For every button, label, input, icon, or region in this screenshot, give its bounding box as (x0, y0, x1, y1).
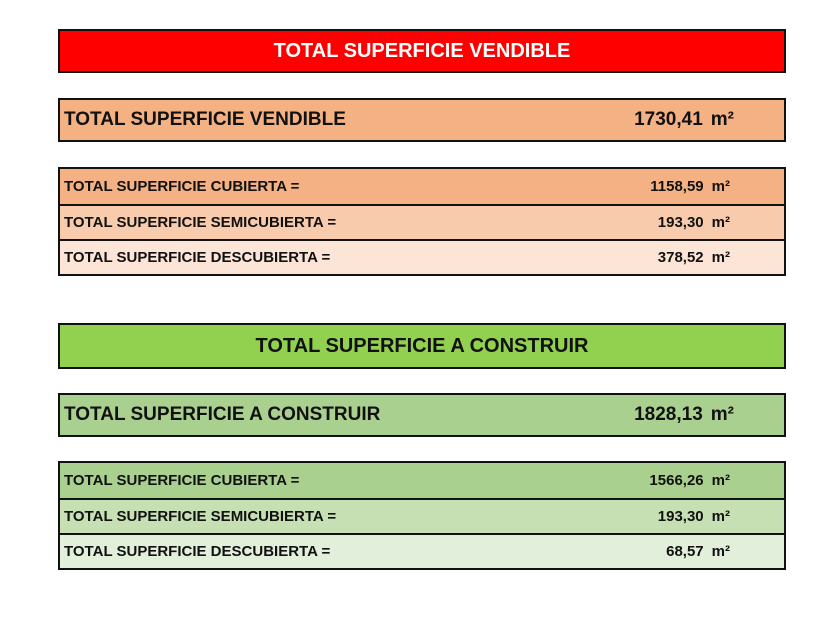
row-value: 1566,26 (649, 472, 704, 489)
unit: m² (710, 109, 734, 130)
construir-total-value: 1828,13 (634, 404, 703, 425)
row-label: TOTAL SUPERFICIE DESCUBIERTA = (64, 249, 331, 266)
table-row: TOTAL SUPERFICIE CUBIERTA = 1566,26 m² (60, 463, 784, 498)
vendible-header: TOTAL SUPERFICIE VENDIBLE (58, 29, 786, 73)
row-label: TOTAL SUPERFICIE SEMICUBIERTA = (64, 508, 337, 525)
vendible-total-label: TOTAL SUPERFICIE VENDIBLE (64, 109, 346, 130)
row-value: 68,57 (666, 543, 704, 560)
unit: m² (711, 214, 730, 231)
row-value: 1158,59 (650, 178, 704, 195)
row-label: TOTAL SUPERFICIE DESCUBIERTA = (64, 543, 331, 560)
unit: m² (711, 178, 730, 195)
construir-total-row: TOTAL SUPERFICIE A CONSTRUIR 1828,13 m² (58, 393, 786, 437)
table-row: TOTAL SUPERFICIE CUBIERTA = 1158,59 m² (60, 169, 784, 204)
vendible-total-row: TOTAL SUPERFICIE VENDIBLE 1730,41 m² (58, 98, 786, 142)
unit: m² (711, 543, 730, 560)
construir-header: TOTAL SUPERFICIE A CONSTRUIR (58, 323, 786, 369)
row-label: TOTAL SUPERFICIE CUBIERTA = (64, 472, 300, 489)
row-value: 193,30 (657, 508, 704, 525)
unit: m² (710, 404, 734, 425)
unit: m² (711, 249, 730, 266)
unit: m² (711, 472, 730, 489)
table-row: TOTAL SUPERFICIE SEMICUBIERTA = 193,30 m² (60, 204, 784, 239)
construir-breakdown-table: TOTAL SUPERFICIE CUBIERTA = 1566,26 m² TOT… (58, 461, 786, 570)
vendible-header-text: TOTAL SUPERFICIE VENDIBLE (273, 39, 571, 62)
construir-header-text: TOTAL SUPERFICIE A CONSTRUIR (255, 334, 589, 357)
vendible-breakdown-table: TOTAL SUPERFICIE CUBIERTA = 1158,59 m² TOT… (58, 167, 786, 276)
table-row: TOTAL SUPERFICIE SEMICUBIERTA = 193,30 m² (60, 498, 784, 533)
row-value: 378,52 (657, 249, 704, 266)
construir-total-label: TOTAL SUPERFICIE A CONSTRUIR (64, 404, 381, 425)
table-row: TOTAL SUPERFICIE DESCUBIERTA = 68,57 m² (60, 533, 784, 568)
vendible-total-value: 1730,41 (634, 109, 703, 130)
row-label: TOTAL SUPERFICIE CUBIERTA = (64, 178, 300, 195)
unit: m² (711, 508, 730, 525)
row-value: 193,30 (657, 214, 704, 231)
table-row: TOTAL SUPERFICIE DESCUBIERTA = 378,52 m² (60, 239, 784, 274)
row-label: TOTAL SUPERFICIE SEMICUBIERTA = (64, 214, 337, 231)
